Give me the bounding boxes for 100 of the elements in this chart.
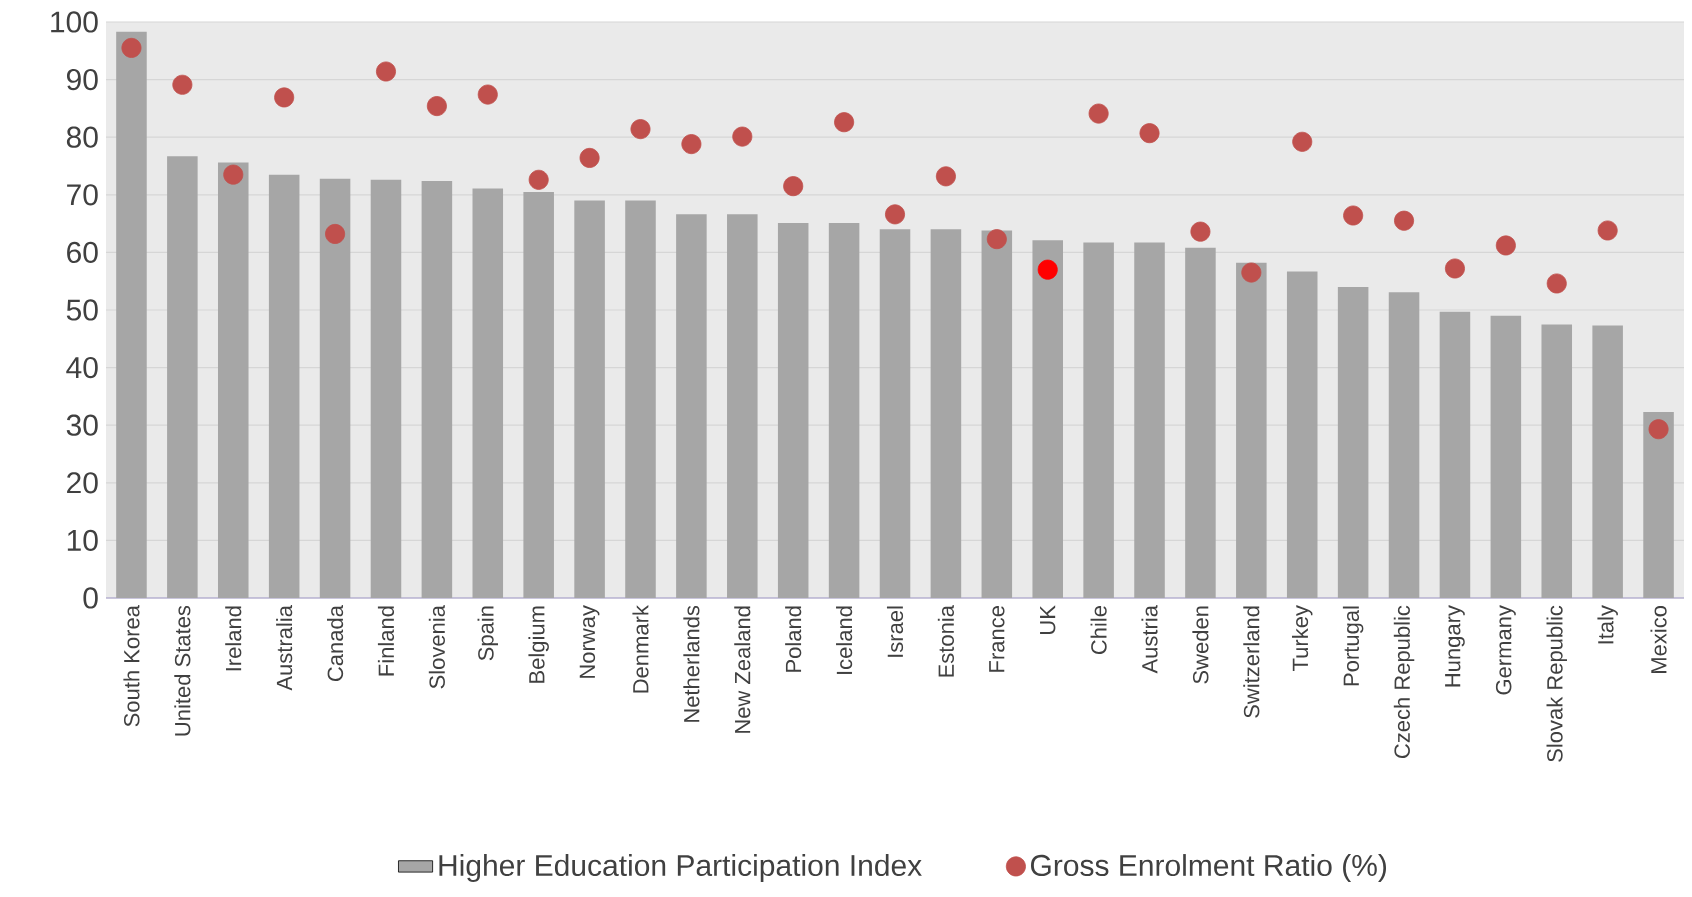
point <box>121 37 142 58</box>
x-tick-label: Chile <box>1090 606 1107 655</box>
y-tick-label: 10 <box>67 529 98 551</box>
y-tick-label: 70 <box>67 184 98 206</box>
y-tick-label: 60 <box>67 241 98 263</box>
point <box>783 176 804 197</box>
bar <box>1541 324 1573 598</box>
bar <box>319 178 351 598</box>
legend-label: Higher Education Participation Index <box>439 854 922 883</box>
bar <box>1236 262 1267 598</box>
bar <box>167 156 198 598</box>
x-tick-label: France <box>989 606 1005 672</box>
point <box>375 61 396 82</box>
bar <box>116 31 147 598</box>
point <box>1343 205 1364 226</box>
bar <box>370 179 402 598</box>
x-tick-label: Slovak Republic <box>1546 605 1567 762</box>
x-tick-label: Netherlands <box>683 605 700 722</box>
bar <box>1490 315 1522 598</box>
bar <box>930 229 962 598</box>
bar <box>523 191 554 598</box>
point <box>986 229 1007 250</box>
bar <box>421 180 453 598</box>
point <box>1546 273 1567 294</box>
bar <box>1643 411 1674 598</box>
point <box>630 119 651 140</box>
point <box>477 84 498 105</box>
bar <box>1388 292 1420 598</box>
x-tick-label: Canada <box>327 605 344 681</box>
legend-label: Gross Enrolment Ratio (%) <box>1031 854 1387 883</box>
x-tick-label: Iceland <box>836 606 853 674</box>
point <box>1444 258 1465 279</box>
x-tick-label: South Korea <box>123 605 140 727</box>
x-tick-label: Hungary <box>1445 605 1465 687</box>
point <box>1037 259 1058 280</box>
bar <box>981 230 1013 598</box>
point <box>1088 103 1109 124</box>
bar <box>1337 286 1369 598</box>
y-tick-label: 0 <box>83 587 98 609</box>
x-tick-label: Switzerland <box>1243 606 1260 718</box>
y-tick-label: 50 <box>66 299 98 321</box>
x-tick-label: UK <box>1040 605 1056 634</box>
y-tick-label: 90 <box>66 68 98 91</box>
point <box>223 164 244 185</box>
x-tick-label: Slovenia <box>428 605 445 689</box>
bar <box>574 200 605 598</box>
point <box>579 147 600 168</box>
point <box>935 166 956 187</box>
x-tick-label: Mexico <box>1650 606 1667 673</box>
y-tick-label: 80 <box>66 126 98 148</box>
x-tick-label: Denmark <box>632 605 649 693</box>
y-tick-label: 40 <box>66 356 98 379</box>
bar <box>1032 240 1063 598</box>
bar <box>1439 311 1471 598</box>
x-tick-label: Czech Republic <box>1393 605 1415 758</box>
x-tick-label: Belgium <box>528 606 549 683</box>
point <box>1292 131 1313 152</box>
bar <box>1286 271 1318 598</box>
bar <box>472 188 504 598</box>
x-tick-label: Spain <box>477 606 499 661</box>
x-tick-label: Ireland <box>225 606 242 671</box>
point <box>1139 123 1160 144</box>
bar <box>676 214 707 598</box>
y-tick-label: 20 <box>67 472 98 494</box>
point <box>681 134 702 155</box>
bar <box>777 223 809 598</box>
x-tick-label: New Zealand <box>734 606 751 733</box>
point <box>325 223 346 244</box>
x-tick-label: Sweden <box>1192 606 1209 684</box>
x-tick-label: United States <box>174 605 191 736</box>
bar <box>727 214 758 598</box>
x-tick-label: Portugal <box>1342 606 1364 686</box>
bar <box>1083 242 1114 598</box>
bar <box>217 162 249 598</box>
x-tick-label: Australia <box>276 605 293 691</box>
bar <box>879 229 911 598</box>
x-tick-label: Estonia <box>937 605 954 677</box>
bar <box>625 200 656 598</box>
point <box>172 74 193 95</box>
y-tick-label: 100 <box>51 11 98 33</box>
point <box>834 112 855 133</box>
y-tick-label: 30 <box>66 414 98 436</box>
x-tick-label: Austria <box>1141 605 1158 674</box>
x-tick-label: Poland <box>785 606 802 672</box>
point <box>1394 210 1415 231</box>
bar <box>828 223 860 598</box>
bar <box>268 174 300 598</box>
point <box>1190 221 1211 242</box>
x-tick-label: Turkey <box>1291 605 1313 671</box>
x-tick-label: Norway <box>579 605 600 678</box>
bar <box>1592 325 1623 598</box>
x-tick-label: Germany <box>1495 605 1516 695</box>
point <box>426 96 447 117</box>
point <box>528 169 549 190</box>
x-tick-label: Israel <box>886 606 904 657</box>
x-tick-label: Italy <box>1597 605 1618 644</box>
point <box>1241 262 1262 283</box>
point <box>1495 235 1516 256</box>
point <box>885 204 906 225</box>
bar <box>1134 242 1165 598</box>
